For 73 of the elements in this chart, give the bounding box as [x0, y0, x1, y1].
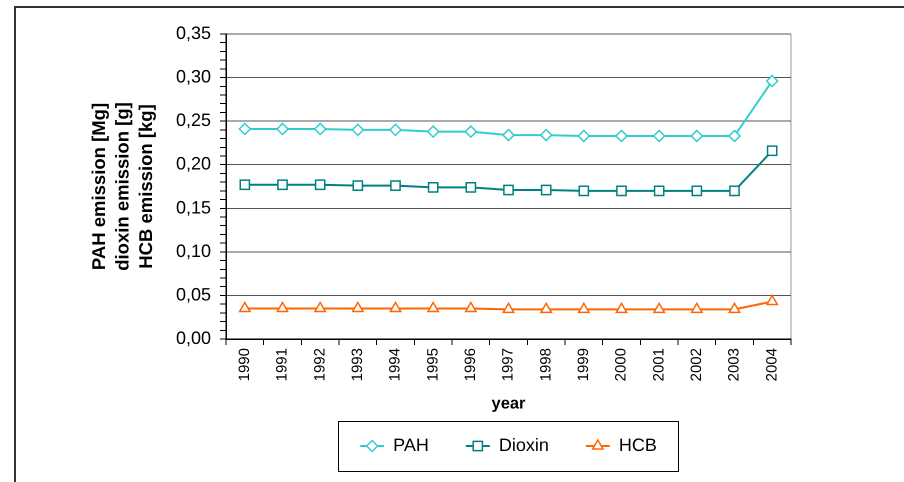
point — [314, 179, 326, 190]
x-tick-label: 1998 — [537, 348, 554, 382]
x-tick-label: 1992 — [311, 348, 328, 382]
point — [502, 128, 515, 142]
point — [276, 122, 289, 136]
point — [578, 130, 590, 142]
x-tick-label: 1997 — [500, 348, 517, 382]
point — [464, 125, 478, 138]
point — [238, 302, 251, 312]
x-tick-label: 1999 — [574, 348, 592, 382]
point — [652, 130, 666, 142]
point — [653, 302, 666, 314]
x-tick-label: 1991 — [274, 348, 291, 382]
point — [465, 182, 476, 193]
y-tick-label: 0,30 — [176, 66, 211, 87]
point — [503, 184, 514, 196]
point — [690, 302, 703, 314]
x-tick-label: 2002 — [688, 348, 705, 382]
point — [766, 294, 778, 306]
y-axis-title: PAH emission [Mg] dioxin emission [g] HCB emission [kg] — [88, 102, 156, 271]
point — [766, 74, 778, 88]
point — [540, 184, 552, 196]
point — [238, 122, 252, 136]
point — [728, 130, 741, 142]
point — [615, 130, 628, 142]
point — [314, 122, 326, 136]
point — [690, 130, 704, 142]
x-tick-label: 1995 — [424, 348, 442, 382]
point — [691, 186, 702, 196]
point — [390, 302, 402, 312]
point — [427, 302, 440, 312]
point — [616, 302, 628, 314]
point — [578, 186, 590, 196]
y-tick-label: 0,25 — [176, 110, 211, 130]
point — [428, 182, 439, 193]
y-tick-label: 0,05 — [176, 284, 211, 304]
x-axis-title: year — [492, 394, 526, 413]
point — [390, 180, 401, 191]
point — [352, 180, 364, 191]
y-tick-label: 0,35 — [176, 22, 211, 43]
x-tick-label: 1994 — [386, 348, 404, 382]
point — [616, 186, 627, 196]
point — [352, 124, 364, 136]
point — [540, 128, 552, 142]
legend-label: HCB — [618, 434, 657, 455]
x-tick-label: 2001 — [650, 348, 668, 382]
point — [389, 124, 402, 136]
point — [352, 302, 364, 312]
x-tick-label: 2004 — [763, 348, 780, 382]
point — [314, 302, 326, 312]
point — [728, 302, 740, 314]
x-tick-label: 1996 — [462, 348, 479, 382]
point — [766, 145, 778, 156]
point — [502, 302, 514, 314]
y-tick-label: 0,10 — [176, 240, 211, 261]
legend-label: PAH — [393, 434, 429, 455]
point — [540, 302, 552, 314]
x-tick-label: 2003 — [726, 348, 743, 382]
x-tick-label: 1990 — [236, 348, 253, 382]
x-tick-label: 1993 — [348, 348, 366, 382]
y-tick-label: 0,20 — [176, 154, 211, 174]
y-tick-label: 0,00 — [176, 328, 211, 348]
point — [654, 186, 665, 196]
point — [464, 302, 477, 312]
x-tick-label: 2000 — [612, 348, 630, 382]
point — [578, 302, 590, 314]
legend-label: Dioxin — [498, 434, 549, 455]
point — [729, 186, 740, 196]
point — [239, 179, 250, 190]
y-tick-label: 0,15 — [176, 197, 211, 218]
point — [276, 302, 288, 312]
point — [277, 179, 288, 190]
point — [426, 125, 440, 138]
